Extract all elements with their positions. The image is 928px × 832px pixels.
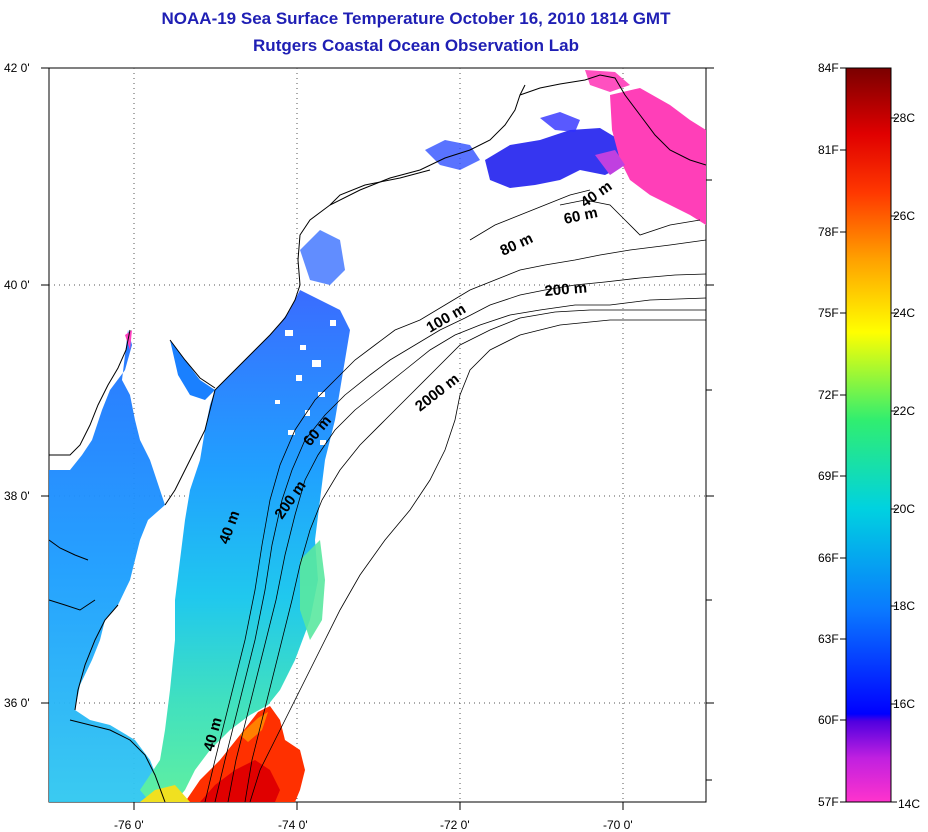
colorbar — [840, 67, 897, 803]
colorbar-f-63: 63F — [818, 632, 839, 646]
shelf-water-sst — [140, 230, 350, 802]
colorbar-c-20: 20C — [893, 502, 916, 516]
colorbar-f-69: 69F — [818, 469, 839, 483]
axis-ticks — [41, 67, 714, 810]
bathymetry-contours — [204, 189, 706, 802]
contour-label-60m-ne: 60 m — [562, 204, 599, 228]
coastline — [49, 74, 706, 802]
lon-label-72: -72 0' — [440, 818, 470, 832]
colorbar-c-16: 16C — [893, 697, 916, 711]
colorbar-f-78: 78F — [818, 225, 839, 239]
colorbar-c-22: 22C — [893, 404, 916, 418]
colorbar-c-18: 18C — [893, 599, 916, 613]
colorbar-f-57: 57F — [818, 795, 839, 809]
colorbar-f-84: 84F — [818, 61, 839, 75]
colorbar-f-75: 75F — [818, 306, 839, 320]
colorbar-c-28: 28C — [893, 111, 916, 125]
map-title: NOAA-19 Sea Surface Temperature October … — [161, 9, 671, 28]
colorbar-gradient — [845, 67, 892, 803]
colorbar-ticks — [840, 67, 897, 803]
lon-label-76: -76 0' — [114, 818, 144, 832]
cold-water-patches — [425, 70, 706, 225]
colorbar-c-24: 24C — [893, 306, 916, 320]
map-frame — [48, 67, 707, 803]
cloud-gaps — [275, 320, 336, 445]
colorbar-f-66: 66F — [818, 551, 839, 565]
colorbar-f-60: 60F — [818, 713, 839, 727]
colorbar-f-72: 72F — [818, 388, 839, 402]
lon-label-70: -70 0' — [603, 818, 633, 832]
lat-label-38: 38 0' — [4, 489, 30, 503]
lat-label-36: 36 0' — [4, 696, 30, 710]
colorbar-c-26: 26C — [893, 209, 916, 223]
lat-label-40: 40 0' — [4, 278, 30, 292]
map-subtitle: Rutgers Coastal Ocean Observation Lab — [253, 36, 579, 55]
lon-label-74: -74 0' — [278, 818, 308, 832]
colorbar-c-14: 14C — [898, 797, 921, 811]
lat-label-42: 42 0' — [4, 61, 30, 75]
contour-label-200m-ne: 200 m — [544, 279, 588, 300]
colorbar-f-81: 81F — [818, 143, 839, 157]
